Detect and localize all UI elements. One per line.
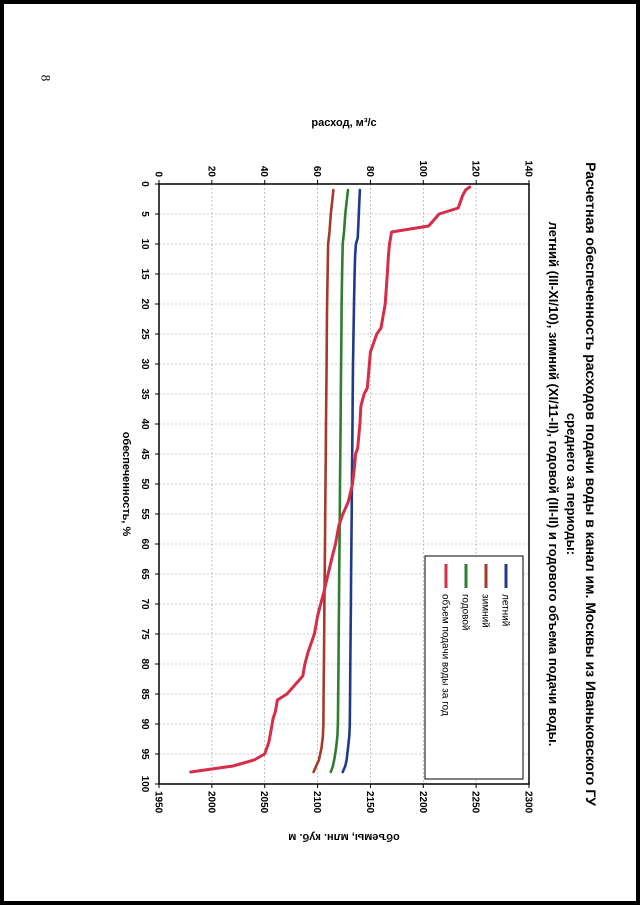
x-tick-label: 50 <box>139 478 150 490</box>
y2-tick-label: 2100 <box>311 791 322 814</box>
x-tick-label: 10 <box>139 238 150 250</box>
y-tick-label: 40 <box>258 166 269 178</box>
x-axis-title: обеспеченность, % <box>120 432 132 537</box>
y-tick-label: 0 <box>153 171 164 177</box>
x-tick-label: 70 <box>139 598 150 610</box>
y-axis-ticks: 0 20 40 60 80 100 120 140 <box>153 160 534 184</box>
y2-tick-label: 2150 <box>364 791 375 814</box>
x-tick-label: 30 <box>139 358 150 370</box>
y2-tick-label: 2300 <box>523 791 534 814</box>
legend-label: зимний <box>480 594 491 628</box>
x-tick-label: 95 <box>139 748 150 760</box>
legend-box <box>424 555 524 780</box>
y2-axis-title: объемы, млн. куб. м <box>288 831 400 843</box>
x-tick-label: 55 <box>139 508 150 520</box>
y2-tick-label: 1950 <box>153 791 164 814</box>
chart: Расчетная обеспеченность расходов подачи… <box>120 117 599 843</box>
series-line-0 <box>341 188 362 774</box>
y-tick-label: 140 <box>523 160 534 177</box>
legend: летний зимний годовой объем подачи воды за … <box>424 555 524 780</box>
document-page: 8 Расчетная обеспеченность расходов пода… <box>4 4 636 901</box>
y-tick-label: 20 <box>205 166 216 178</box>
y2-axis-ticks: 1950 2000 2050 2100 2150 2200 2250 2300 <box>153 784 534 814</box>
chart-title: Расчетная обеспеченность расходов подачи… <box>583 162 599 806</box>
x-tick-label: 80 <box>139 658 150 670</box>
x-tick-label: 90 <box>139 718 150 730</box>
x-tick-label: 100 <box>139 776 150 793</box>
series-layer <box>189 185 472 774</box>
x-tick-label: 20 <box>139 298 150 310</box>
x-axis-ticks: 0 5 10 15 20 25 30 35 40 45 50 55 60 65 70 75 80 85 90 95 10… <box>139 181 159 793</box>
y2-tick-label: 2000 <box>205 791 216 814</box>
chart-subtitle-1: среднего за периоды: <box>564 413 579 555</box>
y-axis-title: расход, м³/с <box>311 117 376 129</box>
x-tick-label: 45 <box>139 448 150 460</box>
x-tick-label: 75 <box>139 628 150 640</box>
x-tick-label: 35 <box>139 388 150 400</box>
y2-tick-label: 2250 <box>470 791 481 814</box>
y-tick-label: 80 <box>364 166 375 178</box>
legend-label: летний <box>500 594 511 626</box>
chart-container: Расчетная обеспеченность расходов подачи… <box>96 104 616 864</box>
series-line-3 <box>189 185 472 774</box>
x-tick-label: 15 <box>139 268 150 280</box>
y-tick-label: 100 <box>417 160 428 177</box>
x-tick-label: 25 <box>139 328 150 340</box>
chart-subtitle-2: летний (III-XI/10), зимний (XI/11-II), г… <box>546 222 561 747</box>
x-tick-label: 0 <box>139 181 150 187</box>
legend-label: годовой <box>460 594 471 631</box>
y2-tick-label: 2200 <box>417 791 428 814</box>
page-number: 8 <box>38 74 54 82</box>
series-line-1 <box>312 188 335 774</box>
x-tick-label: 5 <box>139 211 150 217</box>
x-tick-label: 60 <box>139 538 150 550</box>
y2-tick-label: 2050 <box>258 791 269 814</box>
x-tick-label: 65 <box>139 568 150 580</box>
legend-label: объем подачи воды за год <box>440 594 452 716</box>
series-line-2 <box>329 188 350 774</box>
x-tick-label: 85 <box>139 688 150 700</box>
x-tick-label: 40 <box>139 418 150 430</box>
y-tick-label: 120 <box>470 160 481 177</box>
y-tick-label: 60 <box>311 166 322 178</box>
